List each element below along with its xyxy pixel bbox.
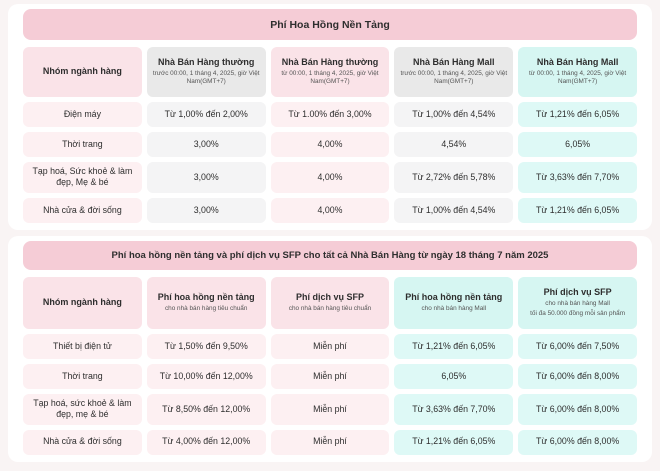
header-sublabel: từ 00:00, 1 tháng 4, 2025, giờ Việt Nam(… (281, 69, 379, 86)
category-cell: Tạp hoá, sức khoẻ & làm đẹp, mẹ & bé (23, 393, 142, 425)
header-sublabel-2: tối đa 50.000 đồng mỗi sản phẩm (530, 309, 626, 317)
value-cell: Từ 6,00% đến 8,00% (518, 429, 637, 455)
header-label: Phí dịch vụ SFP (543, 287, 612, 298)
table1-title: Phí Hoa Hồng Nền Tảng (270, 18, 390, 31)
table2-header-nhom-nganh-hang: Nhóm ngành hàng (23, 276, 142, 329)
table1-header-nbh-mall-truoc: Nhà Bán Hàng Mall trước 00:00, 1 tháng 4… (394, 47, 514, 97)
value-cell: Từ 1,21% đến 6,05% (394, 429, 514, 455)
value-cell: Từ 1,00% đến 4,54% (394, 102, 514, 127)
value-cell: 6,05% (518, 132, 637, 157)
table1-title-bar: Phí Hoa Hồng Nền Tảng (23, 9, 637, 40)
value-cell: Từ 1,21% đến 6,05% (518, 197, 637, 223)
value-cell: 3,00% (146, 132, 266, 157)
value-cell: 4,00% (270, 197, 390, 223)
header-label: Nhà Bán Hàng Mall (536, 57, 619, 68)
table2-header-phi-hoa-hong-mall: Phí hoa hồng nền tảng cho nhà bán hàng M… (394, 276, 514, 329)
value-cell: Từ 2,72% đến 5,78% (394, 162, 514, 193)
value-cell: Miễn phí (270, 429, 390, 455)
value-cell: Miễn phí (270, 333, 390, 359)
value-cell: Miễn phí (270, 363, 390, 389)
value-cell: 4,00% (270, 132, 390, 157)
category-cell: Điện máy (23, 102, 142, 127)
table1-header-nbh-thuong-truoc: Nhà Bán Hàng thường trước 00:00, 1 tháng… (146, 47, 266, 97)
header-label: Nhà Bán Hàng thường (281, 57, 379, 68)
header-label: Phí dịch vụ SFP (295, 292, 364, 303)
table2-header-phi-sfp-mall: Phí dịch vụ SFP cho nhà bán hàng Mall tố… (518, 276, 637, 329)
header-label: Nhóm ngành hàng (42, 297, 122, 307)
page-background: { "colors": { "page_background": "#f9f4f… (0, 4, 660, 471)
table1-header-nhom-nganh-hang: Nhóm ngành hàng (23, 47, 142, 97)
value-cell: Từ 1.00% đến 3,00% (270, 102, 390, 127)
value-cell: Từ 1,00% đến 4,54% (394, 197, 514, 223)
value-cell: Từ 1,50% đến 9,50% (146, 333, 266, 359)
value-cell: Từ 1,00% đến 2,00% (146, 102, 266, 127)
value-cell: Từ 8,50% đến 12,00% (146, 393, 266, 425)
value-cell: Từ 1,21% đến 6,05% (518, 102, 637, 127)
category-cell: Thời trang (23, 363, 142, 389)
header-sublabel: trước 00:00, 1 tháng 4, 2025, giờ Việt N… (152, 69, 260, 86)
value-cell: Miễn phí (270, 393, 390, 425)
category-cell: Nhà cửa & đời sống (23, 197, 142, 223)
value-cell: 4,54% (394, 132, 514, 157)
value-cell: 4,00% (270, 162, 390, 193)
header-label: Nhóm ngành hàng (42, 66, 122, 77)
value-cell: Từ 1,21% đến 6,05% (394, 333, 514, 359)
category-cell: Thời trang (23, 132, 142, 157)
value-cell: Từ 6,00% đến 8,00% (518, 393, 637, 425)
value-cell: 6,05% (394, 363, 514, 389)
value-cell: 3,00% (146, 162, 266, 193)
header-sublabel: cho nhà bán hàng tiêu chuẩn (288, 304, 372, 312)
header-sublabel: cho nhà bán hàng Mall (545, 300, 610, 308)
header-label: Nhà Bán Hàng thường (157, 57, 255, 68)
table1-header-nbh-mall-tu: Nhà Bán Hàng Mall từ 00:00, 1 tháng 4, 2… (518, 47, 637, 97)
value-cell: Từ 3,63% đến 7,70% (394, 393, 514, 425)
table1-grid: Nhóm ngành hàng Nhà Bán Hàng thường trướ… (23, 47, 637, 223)
value-cell: Từ 4,00% đến 12,00% (146, 429, 266, 455)
sfp-table-card: Phí hoa hồng nền tảng và phí dịch vụ SFP… (8, 235, 652, 462)
table2-grid: Nhóm ngành hàng Phí hoa hồng nền tảng ch… (23, 276, 637, 455)
category-cell: Nhà cửa & đời sống (23, 429, 142, 455)
header-sublabel: cho nhà bán hàng tiêu chuẩn (164, 304, 248, 312)
header-label: Nhà Bán Hàng Mall (413, 57, 495, 68)
category-cell: Tạp hoá, Sức khoẻ & làm đẹp, Mẹ & bé (23, 162, 142, 193)
table2-title-bar: Phí hoa hồng nền tảng và phí dịch vụ SFP… (23, 240, 637, 270)
header-sublabel: cho nhà bán hàng Mall (421, 304, 487, 312)
category-cell: Thiết bị điện tử (23, 333, 142, 359)
value-cell: Từ 3,63% đến 7,70% (518, 162, 637, 193)
header-sublabel: từ 00:00, 1 tháng 4, 2025, giờ Việt Nam(… (529, 69, 627, 86)
table2-title: Phí hoa hồng nền tảng và phí dịch vụ SFP… (111, 249, 549, 261)
value-cell: Từ 6,00% đến 8,00% (518, 363, 637, 389)
table1-header-nbh-thuong-tu: Nhà Bán Hàng thường từ 00:00, 1 tháng 4,… (270, 47, 390, 97)
table2-header-phi-sfp-tieu-chuan: Phí dịch vụ SFP cho nhà bán hàng tiêu ch… (270, 276, 390, 329)
value-cell: Từ 10,00% đến 12,00% (146, 363, 266, 389)
header-label: Phí hoa hồng nền tảng (405, 292, 503, 303)
commission-table-card: Phí Hoa Hồng Nền Tảng Nhóm ngành hàng Nh… (8, 4, 652, 230)
value-cell: 3,00% (146, 197, 266, 223)
header-label: Phí hoa hồng nền tảng (157, 292, 255, 303)
table2-header-phi-hoa-hong-tieu-chuan: Phí hoa hồng nền tảng cho nhà bán hàng t… (146, 276, 266, 329)
header-sublabel: trước 00:00, 1 tháng 4, 2025, giờ Việt N… (400, 69, 508, 86)
value-cell: Từ 6,00% đến 7,50% (518, 333, 637, 359)
